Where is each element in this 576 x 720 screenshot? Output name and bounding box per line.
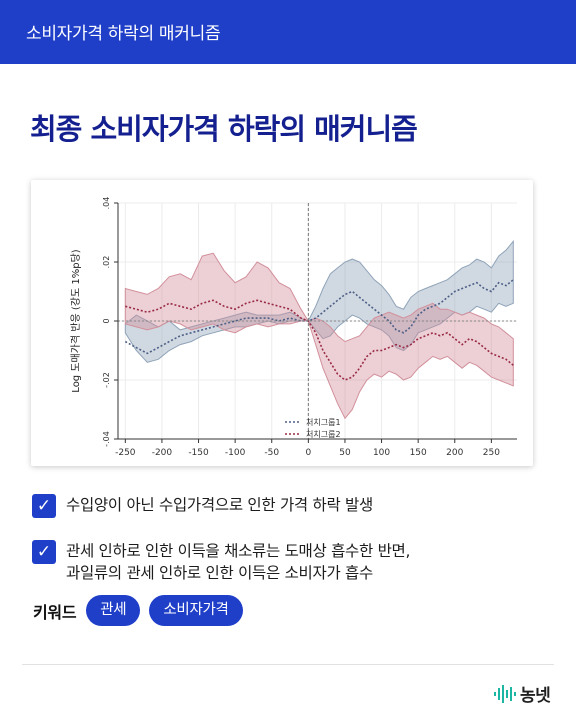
keyword-tag-tariff[interactable]: 관세 — [86, 595, 141, 626]
x-tick-label: -50 — [264, 448, 279, 458]
x-tick-label: 0 — [305, 448, 311, 458]
x-tick-label: -150 — [188, 448, 209, 458]
check-item-2: ✓ 관세 인하로 인한 이득을 채소류는 도매상 흡수한 반면, 과일류의 관세… — [32, 540, 410, 584]
y-tick-label: 0 — [102, 318, 111, 323]
chart-card: .04 .02 0 -.02 -.04 -250 -200 -150 -100 -50 0 50 100… — [31, 180, 533, 466]
confidence-band-1 — [124, 239, 514, 363]
legend-label: 처치그룹1 — [306, 418, 341, 427]
check-item-1: ✓ 수입양이 아닌 수입가격으로 인한 가격 하락 발생 — [32, 494, 373, 518]
y-tick-label: -.04 — [102, 431, 111, 447]
x-tick-label: 50 — [339, 448, 351, 458]
x-tick-label: 200 — [446, 448, 463, 458]
x-tick-label: 150 — [410, 448, 427, 458]
chart-legend: 처치그룹1 처치그룹2 — [285, 418, 341, 439]
legend-label: 처치그룹2 — [306, 430, 341, 439]
checkbox-icon: ✓ — [32, 494, 56, 518]
footer-divider — [22, 664, 554, 665]
keywords-label: 키워드 — [33, 602, 77, 622]
check-item-text: 관세 인하로 인한 이득을 채소류는 도매상 흡수한 반면, 과일류의 관세 인… — [66, 540, 410, 584]
keywords-row: 키워드 관세 소비자가격 — [33, 595, 252, 626]
series-line-2 — [125, 299, 514, 381]
keyword-tag-consumer-price[interactable]: 소비자가격 — [149, 595, 243, 626]
top-bar: 소비자가격 하락의 매커니즘 — [0, 0, 576, 64]
chart-bands — [124, 239, 514, 420]
x-tick-label: 100 — [373, 448, 390, 458]
logo-text: 농넷 — [520, 686, 551, 706]
top-bar-title: 소비자가격 하락의 매커니즘 — [26, 24, 221, 44]
checkbox-icon: ✓ — [32, 540, 56, 564]
y-tick-label: .02 — [102, 256, 111, 269]
check-item-text: 수입양이 아닌 수입가격으로 인한 가격 하락 발생 — [66, 494, 373, 516]
x-tick-label: -250 — [115, 448, 136, 458]
x-tick-label: 250 — [483, 448, 500, 458]
check-line: 과일류의 관세 인하로 인한 이득은 소비자가 흡수 — [66, 564, 373, 582]
y-tick-label: -.02 — [102, 372, 111, 388]
page-title: 최종 소비자가격 하락의 매커니즘 — [30, 112, 418, 146]
x-tick-label: -200 — [152, 448, 173, 458]
y-axis-label: Log 도매가격 반응 (강도 1%p당) — [69, 249, 82, 392]
series-line-1 — [124, 279, 514, 355]
check-line: 수입양이 아닌 수입가격으로 인한 가격 하락 발생 — [66, 496, 373, 514]
chart-lines — [124, 279, 514, 381]
chart: .04 .02 0 -.02 -.04 -250 -200 -150 -100 -50 0 50 100… — [69, 197, 517, 458]
y-tick-label: .04 — [102, 197, 111, 210]
brand-logo: 농넷 — [494, 681, 551, 706]
confidence-band-2 — [124, 252, 514, 420]
x-tick-label: -100 — [225, 448, 246, 458]
chart-axes: .04 .02 0 -.02 -.04 -250 -200 -150 -100 -50 0 50 100… — [69, 197, 517, 458]
check-line: 관세 인하로 인한 이득을 채소류는 도매상 흡수한 반면, — [66, 542, 411, 560]
sound-wave-icon — [494, 684, 516, 703]
